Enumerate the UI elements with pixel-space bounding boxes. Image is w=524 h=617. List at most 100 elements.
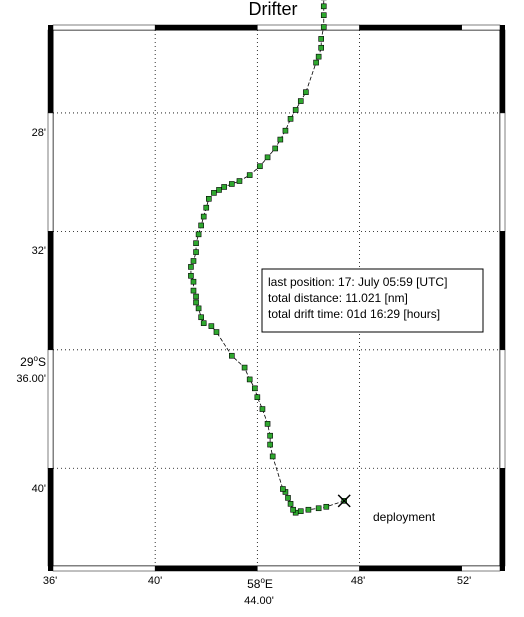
frame-bar-right	[499, 349, 506, 469]
track-point	[198, 222, 204, 229]
track-point	[188, 272, 194, 279]
frame-bar-bottom	[461, 565, 501, 572]
track-point	[280, 486, 286, 492]
track-point	[287, 501, 294, 507]
track-point	[229, 181, 235, 187]
track-point	[257, 163, 263, 170]
frame-bar-right	[499, 231, 506, 351]
frame-bar-right	[499, 468, 506, 567]
track-point	[190, 258, 197, 264]
y-tick-label: 28'	[32, 127, 46, 139]
frame-bar-right	[499, 112, 506, 232]
frame-bar-top	[154, 24, 258, 31]
track-point	[287, 116, 294, 122]
x-tick-label: 48'	[351, 575, 365, 587]
frame-bar-top	[257, 24, 360, 31]
track-point	[236, 178, 243, 184]
track-point	[206, 195, 212, 202]
map-frame	[47, 24, 506, 572]
y-tick-label: 40'	[32, 483, 46, 495]
y-degree-value: 29	[20, 355, 34, 369]
frame-bar-top	[52, 24, 156, 31]
track-point	[264, 154, 271, 161]
track-point	[315, 53, 322, 60]
frame-bar-left	[47, 468, 54, 567]
x-tick-label: 40'	[148, 575, 162, 587]
track-point	[318, 36, 325, 42]
frame-bar-left	[47, 29, 54, 114]
track-point	[254, 394, 261, 401]
frame-corner	[500, 566, 505, 571]
track-point	[320, 3, 327, 10]
track-point	[272, 145, 279, 152]
x-degree-symbol: o	[260, 576, 265, 585]
track-point	[193, 299, 199, 306]
deployment-cross-stroke	[337, 494, 351, 508]
frame-bar-left	[47, 112, 54, 232]
track-point	[193, 240, 199, 247]
frame-bar-top	[359, 24, 462, 31]
track-point	[200, 213, 207, 220]
track-point	[290, 506, 296, 513]
x-degree-label: 58oE	[247, 576, 273, 591]
map-title: Drifter	[249, 0, 298, 19]
info-total-distance: total distance: 11.021 [nm]	[268, 291, 408, 305]
track-point	[190, 278, 197, 285]
track-point	[259, 406, 266, 412]
y-degree-symbol: o	[34, 354, 39, 363]
track-point	[320, 12, 327, 18]
frame-bar-top	[461, 24, 501, 31]
y-tick-label-center: 36.00'	[16, 373, 46, 385]
deployment-label: deployment	[373, 510, 436, 524]
track-point	[264, 421, 271, 427]
frame-corner	[500, 25, 505, 30]
x-tick-label: 36'	[43, 575, 57, 587]
track-point	[193, 249, 199, 255]
frame-bar-left	[47, 231, 54, 351]
track-point	[318, 44, 325, 51]
track-point	[208, 323, 215, 329]
x-degree-suffix: E	[265, 577, 273, 591]
track-point	[246, 172, 253, 178]
track-point	[315, 505, 322, 512]
track-point	[246, 376, 253, 383]
track-point	[267, 441, 273, 448]
track-path	[190, 0, 345, 514]
track-point	[303, 89, 309, 95]
x-tick-label-center: 44.00'	[244, 595, 274, 607]
track-point	[198, 314, 204, 321]
track-point	[285, 495, 291, 501]
track-point	[188, 264, 194, 270]
track-point	[200, 320, 207, 326]
info-last-position: last position: 17: July 05:59 [UTC]	[268, 275, 447, 289]
track-point	[269, 453, 276, 460]
track-point	[292, 107, 299, 113]
track-line	[190, 0, 345, 514]
frame-corner	[48, 25, 53, 30]
frame-corner	[48, 566, 53, 571]
track-point	[241, 364, 248, 371]
track-point	[211, 190, 217, 196]
track-point	[195, 231, 202, 238]
track-point	[297, 98, 304, 104]
frame-bar-bottom	[154, 565, 258, 572]
info-box-frame	[261, 268, 484, 333]
frame-bar-bottom	[52, 565, 156, 572]
info-box: last position: 17: July 05:59 [UTC] tota…	[261, 268, 484, 333]
track-point	[251, 385, 258, 392]
track-point	[213, 329, 220, 335]
track-point	[190, 287, 197, 294]
track-point	[267, 432, 273, 439]
x-degree-value: 58	[247, 577, 261, 591]
y-degree-suffix: S	[38, 355, 46, 369]
x-tick-label: 52'	[457, 575, 471, 587]
info-drift-time: total drift time: 01d 16:29 [hours]	[268, 307, 440, 321]
y-degree-label: 29oS	[20, 354, 46, 369]
track-point	[193, 293, 199, 300]
track-point	[313, 59, 319, 66]
track-point	[221, 184, 227, 190]
track-point	[203, 204, 210, 211]
frame-bar-bottom	[359, 565, 462, 572]
track-point	[277, 136, 284, 143]
